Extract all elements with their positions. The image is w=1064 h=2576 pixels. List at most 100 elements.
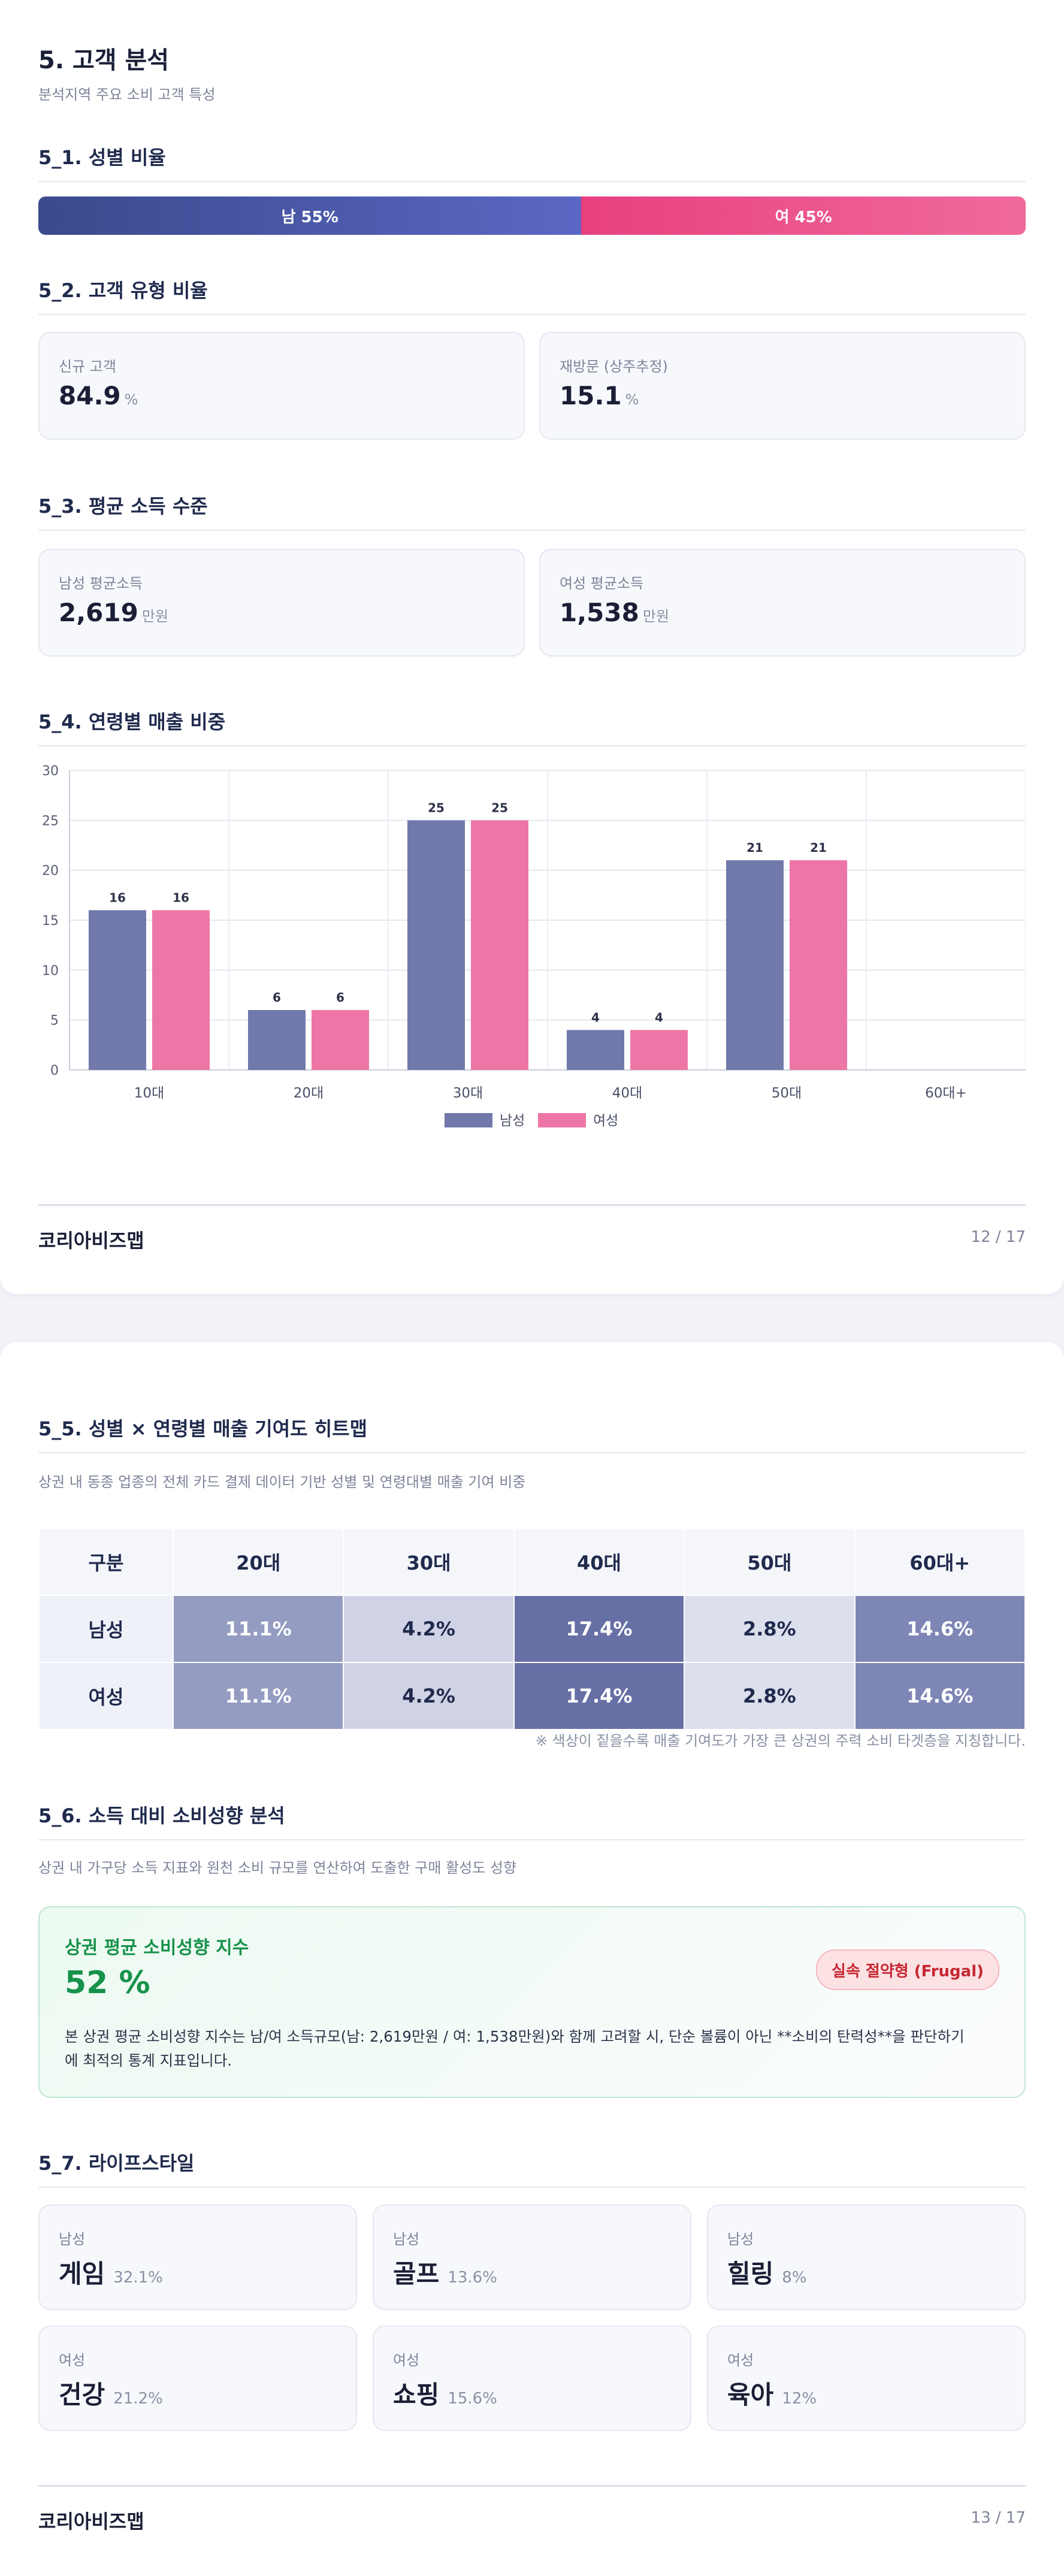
stat-unit: 만원 — [642, 608, 670, 625]
column-header: 50대 — [684, 1528, 856, 1596]
section-subtitle: 상권 내 동종 업종의 전체 카드 결제 데이터 기반 성별 및 연령대별 매출… — [38, 1474, 526, 1490]
bar-male — [407, 820, 465, 1070]
divider — [38, 745, 1026, 746]
y-tick-label: 0 — [50, 1063, 59, 1078]
lifestyle-name: 골프 13.6% — [393, 2259, 497, 2288]
column-header: 40대 — [513, 1528, 685, 1596]
lifestyle-card: 여성 쇼핑 15.6% — [373, 2326, 691, 2431]
lifestyle-card: 여성 육아 12% — [707, 2326, 1026, 2431]
bar-female — [471, 820, 528, 1070]
male-share-segment: 남 55% — [38, 196, 582, 235]
stat-card-male-income: 남성 평균소득 2,619 만원 — [38, 549, 525, 657]
lifestyle-gender: 남성 — [59, 2231, 86, 2248]
table-row: 남성 11.1% 4.2% 17.4% 2.8% 14.6% — [38, 1595, 1026, 1663]
female-share-segment: 여 45% — [581, 196, 1026, 235]
heatmap-cell: 17.4% — [513, 1595, 685, 1663]
legend-label: 남성 — [500, 1113, 525, 1129]
spending-type-badge: 실속 절약형 (Frugal) — [816, 1949, 999, 1990]
data-label: 21 — [746, 840, 763, 855]
report-page-13: 5_5. 성별 × 연령별 매출 기여도 히트맵 상권 내 동종 업종의 전체 … — [0, 1342, 1064, 2576]
section-heading-heatmap: 5_5. 성별 × 연령별 매출 기여도 히트맵 — [38, 1417, 368, 1440]
lifestyle-percent: 21.2% — [113, 2390, 163, 2408]
column-header: 구분 — [38, 1528, 174, 1596]
lifestyle-name: 쇼핑 15.6% — [393, 2380, 497, 2409]
page-subtitle: 분석지역 주요 소비 고객 특성 — [38, 86, 216, 103]
data-label: 6 — [336, 990, 344, 1005]
bar-female — [790, 860, 847, 1070]
y-tick-label: 10 — [42, 963, 59, 978]
x-tick-label: 20대 — [294, 1086, 324, 1101]
row-header: 여성 — [38, 1662, 174, 1730]
stat-value: 84.9% — [59, 381, 138, 410]
heatmap-cell: 17.4% — [513, 1662, 685, 1730]
spending-description: 본 상권 평균 소비성향 지수는 남/여 소득규모(남: 2,619만원 / 여… — [65, 2028, 965, 2069]
stat-unit: 만원 — [141, 608, 169, 625]
table-header-row: 구분 20대 30대 40대 50대 60대+ — [38, 1528, 1026, 1596]
y-tick-label: 25 — [42, 814, 59, 829]
bar-female — [152, 910, 210, 1070]
bar-male — [726, 860, 784, 1070]
lifestyle-gender: 여성 — [59, 2352, 86, 2369]
footer-divider — [38, 1204, 1026, 1206]
gender-ratio-bar: 남 55% 여 45% — [38, 196, 1026, 235]
section-heading-gender: 5_1. 성별 비율 — [38, 146, 166, 169]
divider — [38, 314, 1026, 315]
divider — [38, 181, 1026, 182]
column-header: 60대+ — [854, 1528, 1026, 1596]
data-label: 25 — [491, 800, 508, 815]
lifestyle-gender: 여성 — [393, 2352, 420, 2369]
section-heading-spending: 5_6. 소득 대비 소비성향 분석 — [38, 1804, 285, 1827]
divider — [38, 1452, 1026, 1453]
section-subtitle: 상권 내 가구당 소득 지표와 원천 소비 규모를 연산하여 도출한 구매 활성… — [38, 1860, 517, 1876]
stat-label: 재방문 (상주추정) — [560, 358, 668, 375]
footer-divider — [38, 2485, 1026, 2487]
column-header: 30대 — [343, 1528, 515, 1596]
bar-male — [248, 1010, 306, 1070]
footer-page-number: 13 / 17 — [971, 2509, 1026, 2527]
lifestyle-percent: 8% — [782, 2269, 807, 2287]
stat-unit: % — [124, 391, 138, 408]
heatmap-cell: 11.1% — [172, 1662, 344, 1730]
y-tick-label: 20 — [42, 864, 59, 879]
lifestyle-gender: 여성 — [727, 2352, 754, 2369]
footer-brand: 코리아비즈맵 — [38, 1229, 144, 1252]
section-heading-lifestyle: 5_7. 라이프스타일 — [38, 2152, 195, 2175]
gender-age-heatmap-table: 구분 20대 30대 40대 50대 60대+ 남성 11.1% 4.2% 17… — [38, 1528, 1026, 1730]
lifestyle-card: 남성 힐링 8% — [707, 2205, 1026, 2310]
y-tick-label: 5 — [50, 1014, 59, 1029]
footer-page-number: 12 / 17 — [971, 1228, 1026, 1246]
footer-brand: 코리아비즈맵 — [38, 2510, 144, 2533]
heatmap-cell: 14.6% — [854, 1662, 1026, 1730]
x-tick-label: 40대 — [612, 1086, 642, 1101]
data-label: 16 — [173, 890, 189, 905]
data-label: 21 — [810, 840, 827, 855]
bar-male — [89, 910, 146, 1070]
stat-value: 2,619 만원 — [59, 598, 169, 627]
legend-label: 여성 — [593, 1113, 618, 1129]
bar-female — [312, 1010, 369, 1070]
lifestyle-name: 육아 12% — [727, 2380, 817, 2409]
y-tick-label: 30 — [42, 764, 59, 779]
data-label: 25 — [428, 800, 445, 815]
lifestyle-name: 건강 21.2% — [59, 2380, 163, 2409]
heatmap-note: ※ 색상이 짙을수록 매출 기여도가 가장 큰 상권의 주력 소비 타겟층을 지… — [535, 1733, 1026, 1749]
lifestyle-card: 남성 게임 32.1% — [38, 2205, 357, 2310]
heatmap-cell: 4.2% — [343, 1595, 515, 1663]
x-tick-label: 50대 — [772, 1086, 802, 1101]
stat-card-returning-customers: 재방문 (상주추정) 15.1% — [539, 332, 1026, 440]
heatmap-cell: 2.8% — [684, 1662, 856, 1730]
heatmap-cell: 4.2% — [343, 1662, 515, 1730]
data-label: 4 — [655, 1010, 663, 1024]
y-tick-label: 15 — [42, 914, 59, 929]
stat-label: 여성 평균소득 — [560, 575, 644, 592]
table-row: 여성 11.1% 4.2% 17.4% 2.8% 14.6% — [38, 1662, 1026, 1730]
x-tick-label: 30대 — [453, 1086, 483, 1101]
row-header: 남성 — [38, 1595, 174, 1663]
divider — [38, 530, 1026, 531]
lifestyle-percent: 32.1% — [113, 2269, 163, 2287]
page-title: 5. 고객 분석 — [38, 47, 170, 74]
spending-index-title: 상권 평균 소비성향 지수 — [65, 1937, 249, 1958]
lifestyle-percent: 12% — [782, 2390, 817, 2408]
stat-label: 남성 평균소득 — [59, 575, 143, 592]
divider — [38, 1839, 1026, 1840]
